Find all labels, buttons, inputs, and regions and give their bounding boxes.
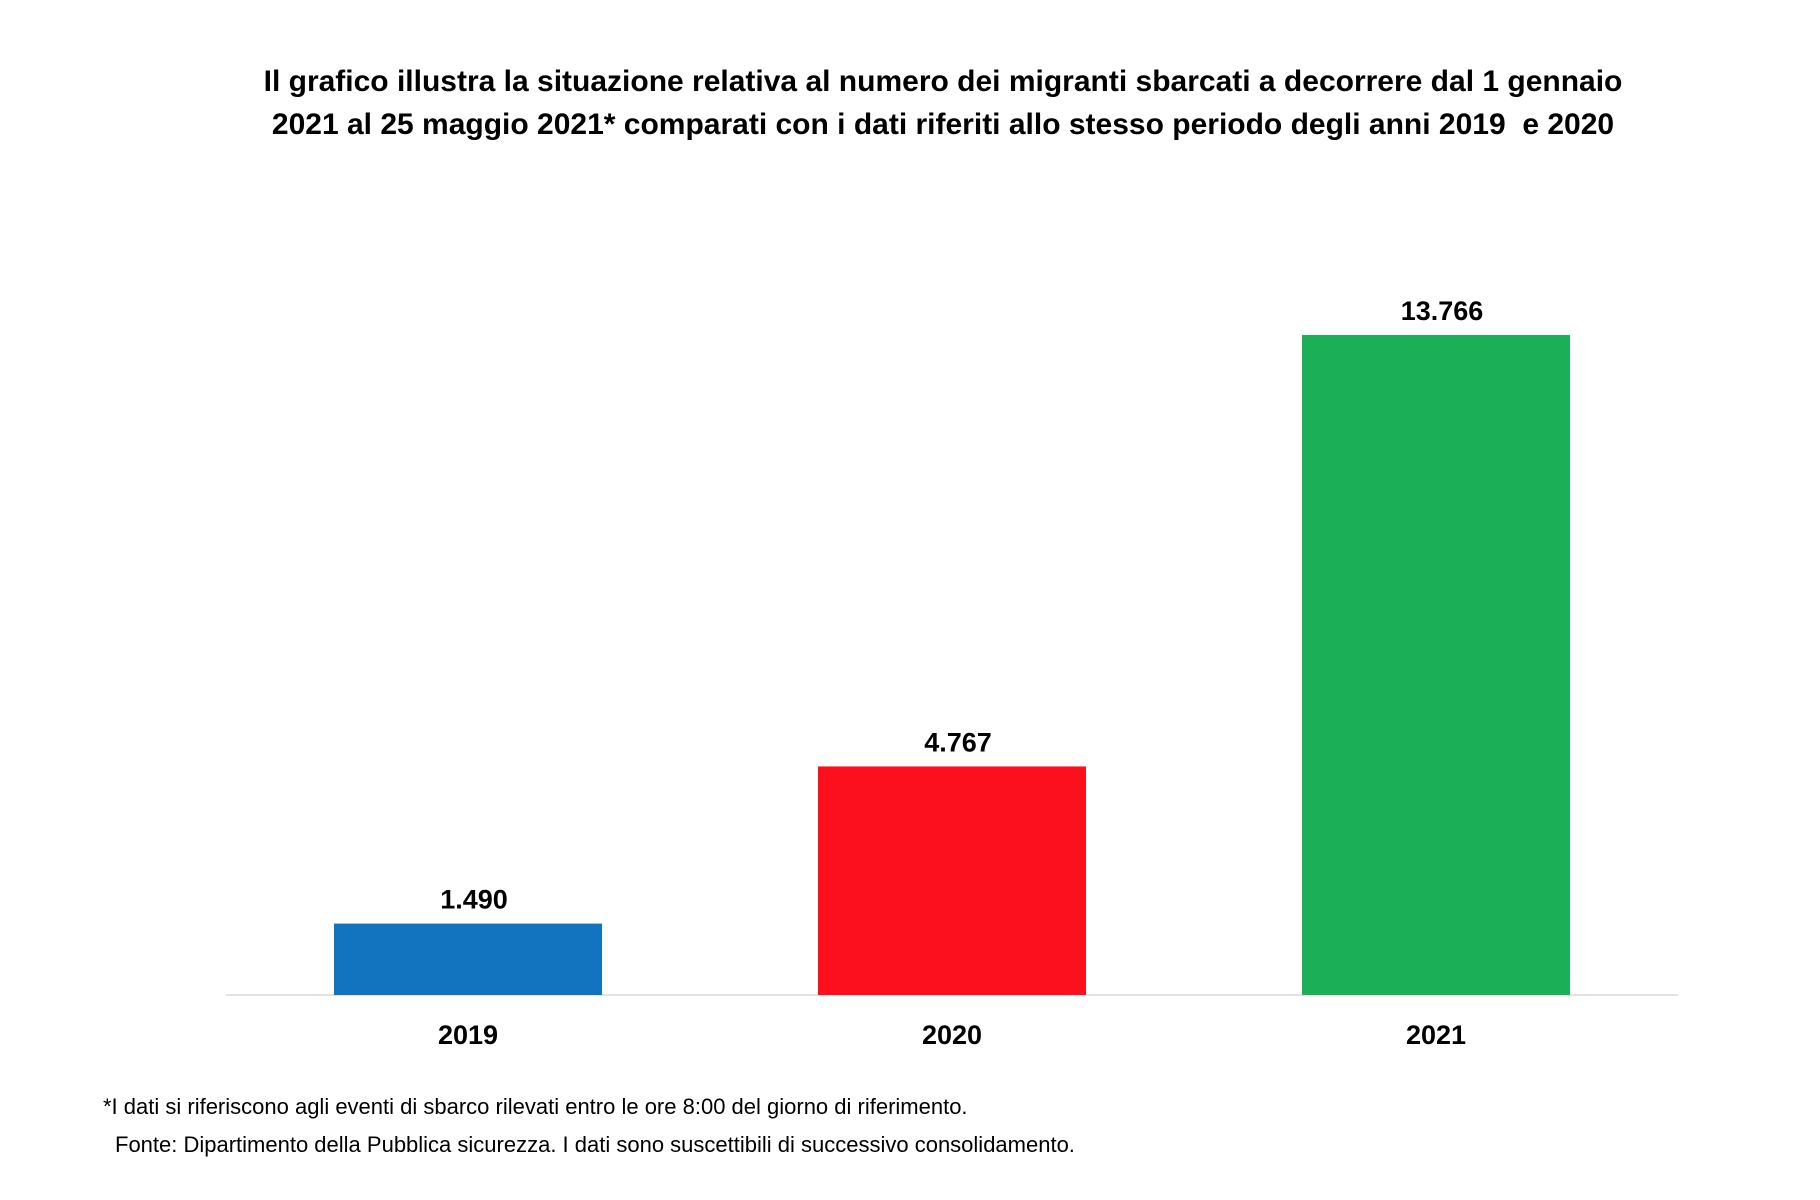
value-label: 1.490 — [440, 885, 508, 915]
value-label: 4.767 — [924, 728, 992, 758]
x-tick-label: 2021 — [1406, 1020, 1466, 1050]
chart-title: Il grafico illustra la situazione relati… — [263, 65, 1631, 141]
bar — [818, 766, 1086, 995]
value-label: 13.766 — [1401, 296, 1484, 326]
bar — [334, 923, 602, 995]
source-note: Fonte: Dipartimento della Pubblica sicur… — [115, 1132, 1075, 1157]
bar — [1302, 335, 1570, 995]
footnote: *I dati si riferiscono agli eventi di sb… — [103, 1094, 968, 1119]
x-tick-label: 2019 — [438, 1020, 498, 1050]
x-tick-label: 2020 — [922, 1020, 982, 1050]
